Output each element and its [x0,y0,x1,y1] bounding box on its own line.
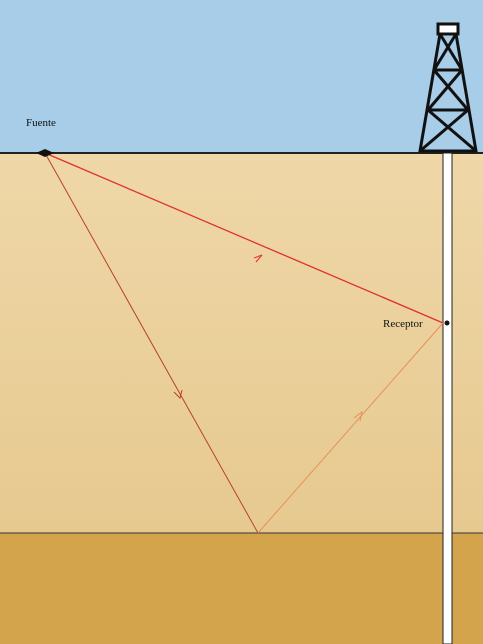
source-label: Fuente [26,117,56,129]
borehole [443,153,452,644]
receiver-marker [445,321,450,326]
lower-layer [0,533,483,644]
seismic-diagram: Fuente Receptor [0,0,483,644]
upper-layer [0,153,483,533]
receiver-label: Receptor [383,318,423,330]
sky [0,0,483,153]
